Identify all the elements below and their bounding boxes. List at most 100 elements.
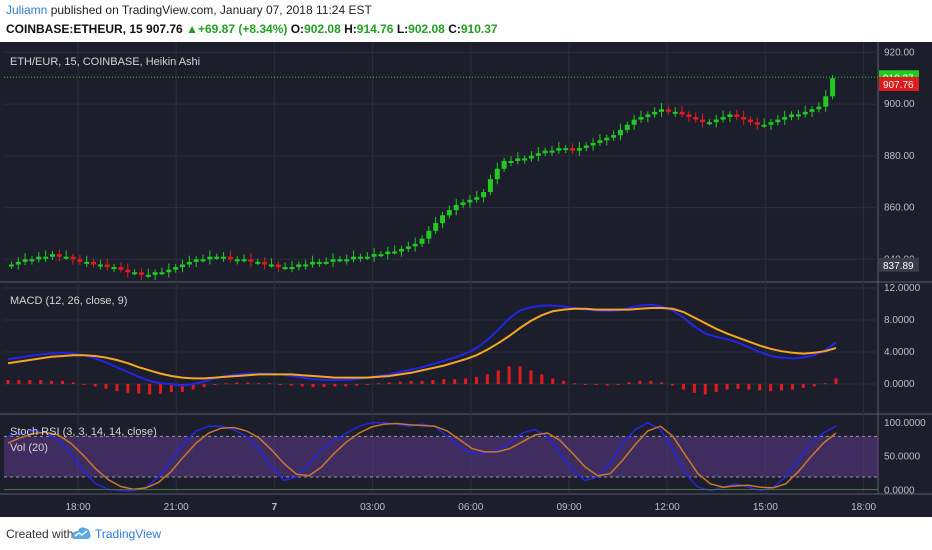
candle-body [214, 256, 220, 259]
up-arrow-icon: ▲ [186, 22, 198, 36]
macd-histogram-bar [311, 384, 315, 388]
candle-body [63, 256, 69, 259]
macd-histogram-bar [780, 384, 784, 391]
price-tag [879, 77, 919, 92]
macd-histogram-bar [627, 382, 631, 384]
candle-body [665, 109, 671, 112]
candle-body [405, 246, 411, 249]
candle-body [412, 243, 418, 247]
macd-histogram-bar [583, 384, 587, 385]
candle-body [392, 251, 398, 254]
symbol-label: COINBASE:ETHEUR, 15 [6, 22, 143, 36]
stoch-band [4, 436, 878, 478]
stoch-tick-label: 0.0000 [884, 486, 915, 497]
macd-histogram-bar [409, 380, 413, 384]
candle-body [700, 119, 706, 123]
candle-body [385, 251, 391, 255]
candle-body [97, 264, 103, 267]
macd-histogram-bar [17, 380, 21, 384]
candle-body [173, 267, 179, 270]
close-value: 910.37 [460, 22, 498, 36]
macd-histogram-bar [485, 374, 489, 384]
candle-body [310, 261, 316, 265]
macd-histogram-bar [126, 384, 130, 393]
author-link[interactable]: Juliamn [6, 3, 48, 17]
last-price: 907.76 [146, 22, 183, 36]
macd-histogram-bar [616, 384, 620, 385]
candle-body [371, 254, 377, 257]
macd-histogram-bar [790, 384, 794, 390]
candle-body [234, 259, 240, 262]
macd-histogram-bar [551, 378, 555, 384]
macd-histogram-bar [703, 384, 707, 395]
candle-body [193, 259, 199, 262]
candle-body [36, 256, 42, 260]
macd-histogram-bar [562, 380, 566, 384]
candle-body [747, 119, 753, 123]
price-tick-label: 900.00 [884, 99, 915, 110]
macd-histogram-bar [671, 384, 675, 386]
macd-histogram-bar [769, 384, 773, 392]
candle-body [494, 168, 500, 180]
macd-histogram-bar [540, 374, 544, 384]
time-tick-label: 18:00 [851, 502, 876, 513]
chart-svg[interactable]: 18:00 21:00 7 03:00 06:00 09:00 12:00 15:00 18:0… [0, 42, 932, 517]
candle-body [590, 142, 596, 146]
candle-body [337, 259, 343, 262]
macd-histogram-bar [115, 384, 119, 392]
time-tick-label: 15:00 [753, 502, 778, 513]
candle-body [734, 114, 740, 118]
candle-body [118, 267, 124, 270]
candle-body [713, 119, 719, 123]
candle-body [795, 114, 801, 117]
macd-tick-label: 0.0000 [884, 379, 915, 390]
macd-histogram-bar [529, 370, 533, 384]
candle-body [275, 264, 281, 268]
price-change: +69.87 (+8.34%) [197, 22, 288, 36]
candle-body [789, 114, 795, 118]
candle-body [481, 192, 487, 198]
macd-histogram-bar [28, 380, 32, 384]
candle-body [49, 254, 55, 257]
publish-line: Juliamn published on TradingView.com, Ja… [6, 3, 372, 17]
time-tick-label: 12:00 [655, 502, 680, 513]
time-tick-label: 21:00 [164, 502, 189, 513]
macd-histogram-bar [366, 384, 370, 385]
high-value: 914.76 [356, 22, 394, 36]
chart-area[interactable]: 18:00 21:00 7 03:00 06:00 09:00 12:00 15:00 18:0… [0, 42, 932, 517]
candle-body [487, 179, 493, 193]
candle-body [323, 261, 329, 264]
macd-histogram-bar [747, 384, 751, 390]
macd-histogram-bar [267, 383, 271, 385]
close-label: C: [448, 22, 461, 36]
macd-histogram-bar [50, 380, 54, 384]
candle-body [56, 254, 62, 257]
candle-body [15, 261, 21, 265]
created-with-text: Created with [6, 527, 74, 541]
candle-body [754, 122, 760, 125]
candle-body [200, 259, 206, 262]
candle-body [576, 148, 582, 151]
candle-body [8, 264, 14, 267]
tradingview-logo-icon[interactable] [70, 523, 92, 543]
candle-body [179, 264, 185, 268]
candle-body [816, 106, 822, 110]
candle-body [145, 274, 151, 277]
macd-histogram-bar [453, 379, 457, 384]
macd-histogram-bar [344, 384, 348, 387]
low-label: L: [396, 22, 409, 36]
candle-body [22, 259, 28, 262]
macd-signal-line [7, 307, 837, 380]
macd-histogram-bar [681, 384, 685, 390]
candle-body [528, 155, 534, 159]
candle-body [268, 264, 274, 267]
low-value: 902.08 [408, 22, 445, 36]
candle-body [241, 259, 247, 262]
macd-histogram-bar [725, 384, 729, 390]
macd-histogram-bar [159, 384, 163, 394]
candle-body [659, 109, 665, 112]
macd-histogram-bar [594, 384, 598, 385]
tradingview-brand-link[interactable]: TradingView [95, 527, 162, 541]
candle-body [720, 117, 726, 120]
candle-body [289, 267, 295, 270]
